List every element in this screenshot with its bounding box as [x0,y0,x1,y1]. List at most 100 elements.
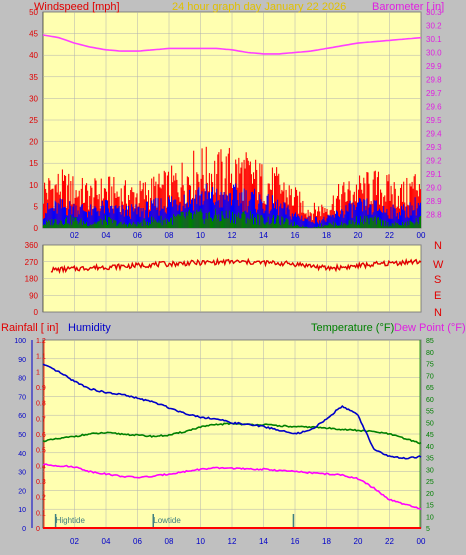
time-tick-label: 00 [417,231,426,240]
windspeed-tick-label: 15 [29,159,38,168]
humidity-tick-label: 90 [18,357,26,364]
humidity-tick-label: 20 [18,488,26,495]
compass-letter-n-bottom: N [434,307,442,319]
time-tick-label: 04 [102,231,111,240]
temperature-tick-label: 45 [426,432,434,439]
rainfall-tick-label: 0.9 [36,385,46,392]
rainfall-tick-label: 0.1 [36,510,46,517]
tide-label: Hightide [56,516,86,525]
time-tick-label: 20 [354,231,363,240]
windspeed-tick-label: 35 [29,73,38,82]
time-tick-label: 16 [291,231,300,240]
time-tick-label: 22 [385,231,394,240]
humidity-tick-label: 80 [18,376,26,383]
barometer-tick-label: 29.4 [426,130,442,139]
barometer-tick-label: 29.7 [426,89,442,98]
windspeed-tick-label: 5 [34,202,39,211]
barometer-title: Barometer [ in] [372,1,444,13]
barometer-tick-label: 29.9 [426,62,442,71]
tide-markers: Hightide Lowtide [54,514,295,528]
time-tick-label: 22 [385,537,394,546]
rainfall-tick-label: 0.6 [36,432,46,439]
time-tick-label: 12 [228,231,237,240]
temperature-axis: 5 10 15 20 25 30 35 40 45 50 55 60 65 70 75 80 85 [426,338,434,533]
barometer-tick-label: 29.8 [426,76,442,85]
rainfall-tick-label: 0.8 [36,401,46,408]
date-title: 24 hour graph day January 22 2026 [172,1,346,13]
time-tick-label: 14 [259,231,268,240]
windspeed-tick-label: 10 [29,181,38,190]
temperature-tick-label: 30 [426,467,434,474]
humidity-axis: 0 10 20 30 40 50 60 70 80 90 100 [14,338,26,533]
temperature-tick-label: 65 [426,385,434,392]
rainfall-tick-label: 1.1 [36,354,46,361]
humidity-tick-label: 10 [18,507,26,514]
barometer-line [42,34,422,55]
barometer-tick-label: 29.0 [426,184,442,193]
compass-letters: N W S E N [433,240,444,319]
barometer-tick-label: 29.2 [426,157,442,166]
windspeed-title: Windspeed [mph] [34,1,120,13]
wind-direction-line [50,257,422,275]
temperature-tick-label: 50 [426,420,434,427]
time-tick-label: 06 [133,537,142,546]
temperature-tick-label: 75 [426,362,434,369]
temperature-tick-label: 80 [426,350,434,357]
dew-point-line [42,463,421,510]
temperature-tick-label: 25 [426,479,434,486]
wind-time-axis: 02 04 06 08 10 12 14 16 18 20 22 00 [70,231,426,240]
direction-grid [43,244,422,313]
windspeed-tick-label: 20 [29,138,38,147]
time-tick-label: 12 [228,537,237,546]
temperature-tick-label: 70 [426,373,434,380]
windspeed-tick-label: 50 [29,8,38,17]
windspeed-tick-label: 45 [29,30,38,39]
direction-tick-label: 270 [25,258,39,267]
barometer-tick-label: 30.3 [426,8,442,17]
temperature-tick-label: 10 [426,514,434,521]
rainfall-tick-label: 0.4 [36,463,46,470]
humidity-tick-label: 100 [14,338,26,345]
windspeed-bars [42,146,422,228]
compass-letter-w: W [433,259,444,271]
barometer-tick-label: 29.3 [426,143,442,152]
temperature-tick-label: 5 [426,526,430,533]
windspeed-tick-label: 25 [29,116,38,125]
humidity-tick-label: 0 [22,526,26,533]
rainfall-tick-label: 1.2 [36,338,46,345]
windspeed-tick-label: 30 [29,94,38,103]
windspeed-axis: 0 5 10 15 20 25 30 35 40 45 50 [29,8,38,233]
temperature-tick-label: 60 [426,397,434,404]
humidity-line [42,363,422,460]
humidity-tick-label: 50 [18,432,26,439]
time-tick-label: 00 [417,537,426,546]
compass-letter-e: E [434,290,441,302]
time-tick-label: 02 [70,231,79,240]
time-tick-label: 14 [259,537,268,546]
humidity-tick-label: 40 [18,451,26,458]
temperature-tick-label: 15 [426,503,434,510]
humidity-tick-label: 60 [18,413,26,420]
time-tick-label: 18 [322,231,331,240]
humidity-title: Humidity [68,322,111,334]
time-tick-label: 16 [291,537,300,546]
barometer-tick-label: 29.5 [426,116,442,125]
time-tick-label: 20 [354,537,363,546]
rainfall-tick-label: 0.7 [36,416,46,423]
barometer-tick-label: 30.1 [426,35,442,44]
barometer-tick-label: 30.0 [426,49,442,58]
rainfall-tick-label: 0.5 [36,448,46,455]
direction-tick-label: 90 [29,291,38,300]
temperature-title: Temperature (°F) [311,322,394,334]
time-tick-label: 10 [196,537,205,546]
barometer-tick-label: 28.8 [426,211,442,220]
compass-letter-n-top: N [434,240,442,252]
tide-label: Lowtide [153,516,181,525]
compass-letter-s: S [434,274,441,286]
barometer-axis: 28.8 28.9 29.0 29.1 29.2 29.3 29.4 29.5 29.6 29.7… [426,8,442,220]
direction-tick-label: 180 [25,275,39,284]
climate-time-axis: 02 04 06 08 10 12 14 16 18 20 22 00 [70,537,426,546]
direction-tick-label: 0 [34,308,39,317]
rainfall-tick-label: 0.2 [36,495,46,502]
